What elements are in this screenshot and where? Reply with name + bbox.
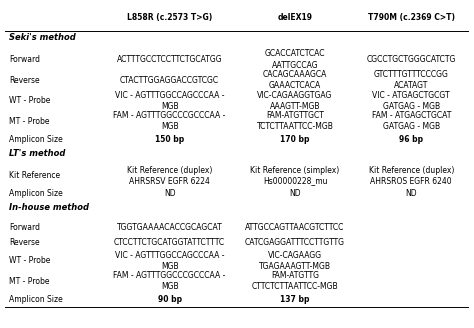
Text: CACAGCAAAGCA
GAAACTCACA: CACAGCAAAGCA GAAACTCACA [263,70,327,90]
Text: WT - Probe: WT - Probe [9,96,51,105]
Text: Kit Reference (duplex)
AHRSRSV EGFR 6224: Kit Reference (duplex) AHRSRSV EGFR 6224 [127,166,212,186]
Text: FAM-ATGTTGCT
TCTCTTAATTCC-MGB: FAM-ATGTTGCT TCTCTTAATTCC-MGB [256,111,334,131]
Text: ACTTTGCCTCCTTCTGCATGG: ACTTTGCCTCCTTCTGCATGG [117,55,222,64]
Text: GCACCATCTCAC
AATTGCCAG: GCACCATCTCAC AATTGCCAG [265,50,325,70]
Text: VIC - AGTTTGGCCAGCCCAA -
MGB: VIC - AGTTTGGCCAGCCCAA - MGB [115,251,224,271]
Text: FAM - AGTTTGGCCCGCCCAA -
MGB: FAM - AGTTTGGCCCGCCCAA - MGB [113,111,226,131]
Text: ND: ND [289,189,301,198]
Text: In-house method: In-house method [9,203,90,212]
Text: WT - Probe: WT - Probe [9,256,51,265]
Text: VIC-CAGAAGG
TGAGAAAGTT-MGB: VIC-CAGAAGG TGAGAAAGTT-MGB [259,251,331,271]
Text: T790M (c.2369 C>T): T790M (c.2369 C>T) [368,13,455,22]
Text: 90 bp: 90 bp [157,295,182,304]
Text: Forward: Forward [9,55,40,64]
Text: CATCGAGGATTTCCTTGTTG: CATCGAGGATTTCCTTGTTG [245,238,345,247]
Text: 150 bp: 150 bp [155,135,184,144]
Text: Seki's method: Seki's method [9,32,76,42]
Text: Kit Reference: Kit Reference [9,171,61,180]
Text: Forward: Forward [9,223,40,232]
Text: Reverse: Reverse [9,238,40,247]
Text: Reverse: Reverse [9,76,40,85]
Text: Amplicon Size: Amplicon Size [9,295,63,304]
Text: VIC - AGTTTGGCCAGCCCAA -
MGB: VIC - AGTTTGGCCAGCCCAA - MGB [115,91,224,111]
Text: LT's method: LT's method [9,149,66,157]
Text: Kit Reference (simplex)
Hs00000228_mu: Kit Reference (simplex) Hs00000228_mu [250,166,340,186]
Text: ND: ND [164,189,175,198]
Text: MT - Probe: MT - Probe [9,277,50,286]
Text: CTACTTGGAGGACCGTCGC: CTACTTGGAGGACCGTCGC [120,76,219,85]
Text: CTCCTTCTGCATGGTATTCTTTC: CTCCTTCTGCATGGTATTCTTTC [114,238,225,247]
Text: TGGTGAAAACACCGCAGCAT: TGGTGAAAACACCGCAGCAT [117,223,222,232]
Text: ATTGCCAGTTAACGTCTTCC: ATTGCCAGTTAACGTCTTCC [246,223,345,232]
Text: GTCTTTGTTTCCCGG
ACATAGT: GTCTTTGTTTCCCGG ACATAGT [374,70,448,90]
Text: 137 bp: 137 bp [280,295,310,304]
Text: FAM - AGTTTGGCCCGCCCAA -
MGB: FAM - AGTTTGGCCCGCCCAA - MGB [113,271,226,291]
Text: Amplicon Size: Amplicon Size [9,135,63,144]
Text: CGCCTGCTGGGCATCTG: CGCCTGCTGGGCATCTG [366,55,456,64]
Text: Amplicon Size: Amplicon Size [9,189,63,198]
Text: ND: ND [405,189,417,198]
Text: VIC - ATGAGCTGCGT
GATGAG - MGB: VIC - ATGAGCTGCGT GATGAG - MGB [373,91,450,111]
Text: Kit Reference (duplex)
AHRSROS EGFR 6240: Kit Reference (duplex) AHRSROS EGFR 6240 [368,166,454,186]
Text: 170 bp: 170 bp [280,135,310,144]
Text: delEX19: delEX19 [278,13,312,22]
Text: L858R (c.2573 T>G): L858R (c.2573 T>G) [127,13,212,22]
Text: FAM - ATGAGCTGCAT
GATGAG - MGB: FAM - ATGAGCTGCAT GATGAG - MGB [372,111,451,131]
Text: 96 bp: 96 bp [399,135,423,144]
Text: MT - Probe: MT - Probe [9,117,50,126]
Text: FAM-ATGTTG
CTTCTCTTAATTCC-MGB: FAM-ATGTTG CTTCTCTTAATTCC-MGB [252,271,338,291]
Text: VIC-CAGAAGGTGAG
AAAGTT-MGB: VIC-CAGAAGGTGAG AAAGTT-MGB [257,91,333,111]
